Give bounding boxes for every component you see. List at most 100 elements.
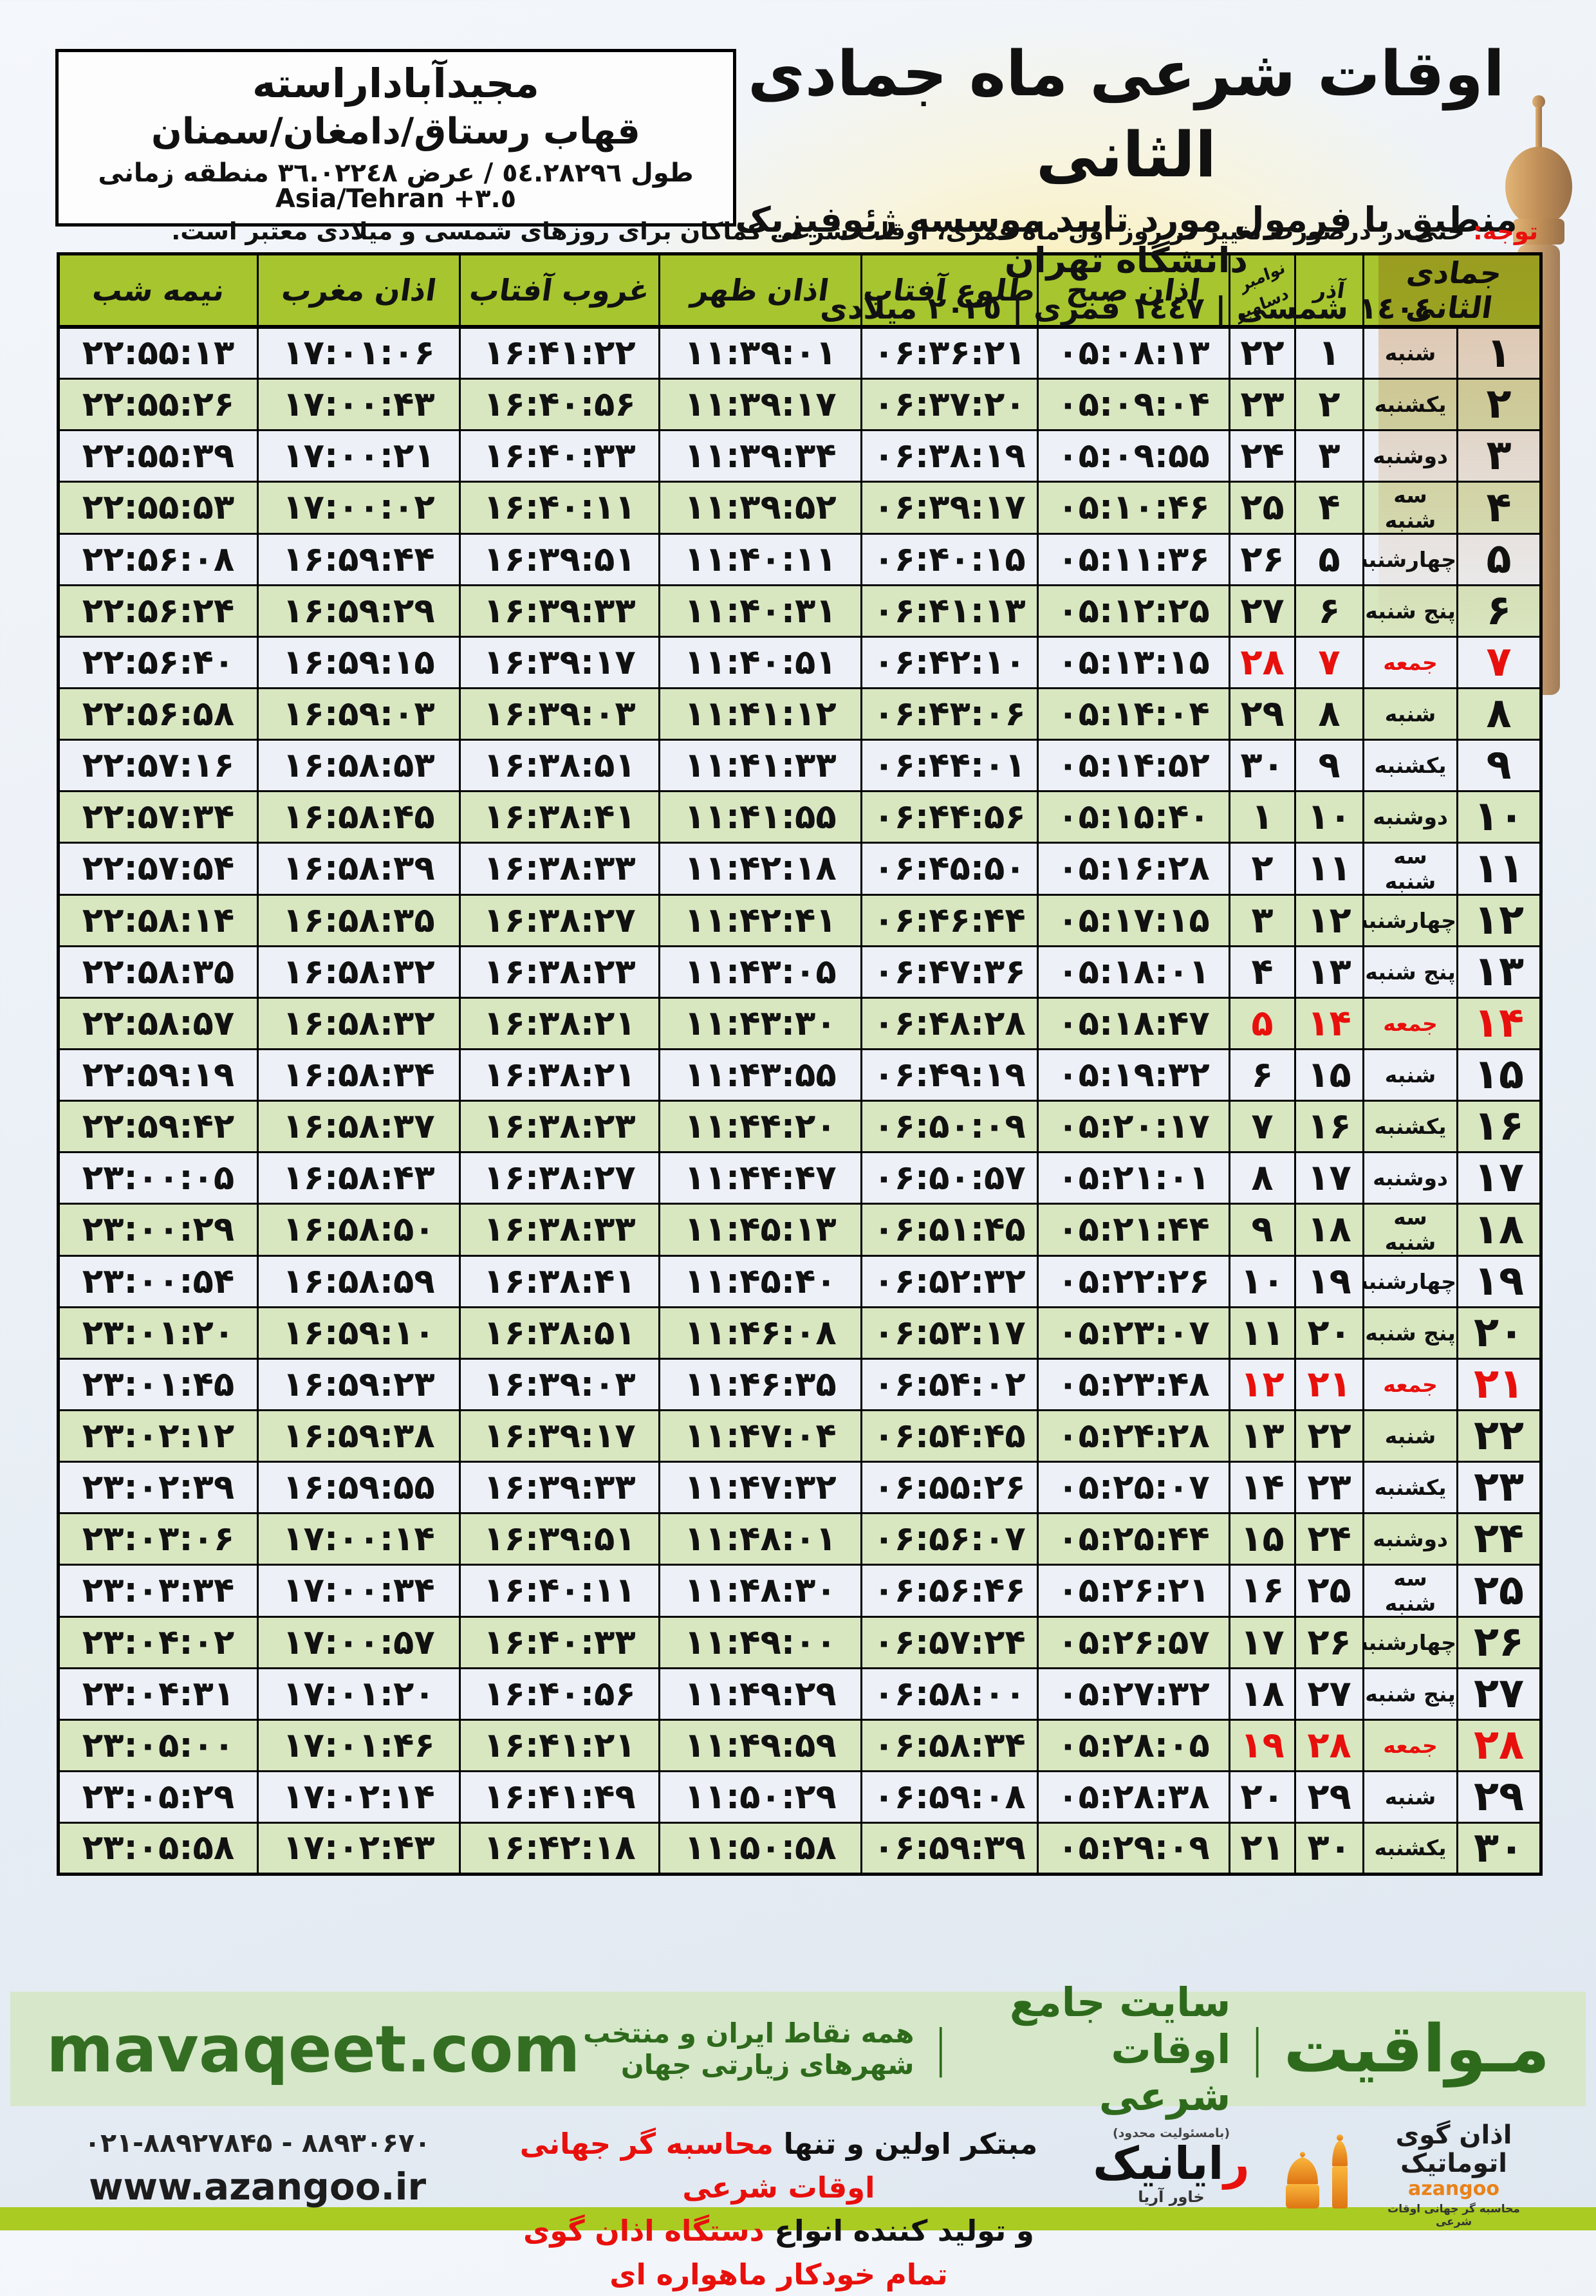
- cell-ghorub: ۱۶:۳۸:۲۱: [459, 996, 660, 1050]
- cell-sobh: ۰۵:۱۸:۰۱: [1037, 945, 1230, 999]
- cell-sobh: ۰۵:۱۷:۱۵: [1037, 893, 1230, 947]
- cell-nime: ۲۲:۵۵:۱۳: [57, 326, 259, 380]
- cell-sobh: ۰۵:۲۶:۲۱: [1037, 1563, 1230, 1618]
- cell-sobh: ۰۵:۱۴:۵۲: [1037, 738, 1230, 792]
- cell-day: ۱۴: [1456, 996, 1543, 1050]
- cell-weekday: پنج شنبه: [1362, 1667, 1459, 1721]
- cell-day: ۲۹: [1456, 1770, 1543, 1824]
- cell-sobh: ۰۵:۲۲:۲۶: [1037, 1254, 1230, 1308]
- cell-day: ۲۶: [1456, 1615, 1543, 1669]
- cell-maghreb: ۱۶:۵۹:۱۰: [257, 1306, 461, 1360]
- table-row: ۲ یکشنبه ۲ ۲۳ ۰۵:۰۹:۰۴ ۰۶:۳۷:۲۰ ۱۱:۳۹:۱۷ ۱۶:۴۰:…: [57, 377, 1543, 431]
- cell-azar: ۱: [1294, 326, 1364, 380]
- cell-ghorub: ۱۶:۴۰:۳۳: [459, 1615, 660, 1669]
- calendar-years: ١٤٠٤ شمسی | ١٤٤٧ قمری | ٢٠٢٥ میلادی: [819, 291, 1433, 327]
- cell-weekday: شنبه: [1362, 1770, 1459, 1824]
- cell-azar: ۶: [1294, 584, 1364, 638]
- table-row: ۲۴ دوشنبه ۲۴ ۱۵ ۰۵:۲۵:۴۴ ۰۶:۵۶:۰۷ ۱۱:۴۸:۰۱ ۱۶:۳…: [57, 1512, 1543, 1566]
- notice-label: توجه:: [1473, 218, 1538, 245]
- page-subtitle: منطبق با فرمول مورد تایید موسسه ژئوفیزیک…: [735, 199, 1517, 281]
- cell-nime: ۲۲:۵۹:۴۲: [57, 1099, 259, 1153]
- cell-maghreb: ۱۷:۰۲:۱۴: [257, 1770, 461, 1824]
- mavaqeet-url-link[interactable]: mavaqeet.com: [46, 2011, 580, 2087]
- footer-tagline: مبتکر اولین و تنها محاسبه گر جهانی اوقات…: [489, 2122, 1068, 2296]
- location-coords-text: طول ٥٤.٢٨٢٩٦ / عرض ٣٦.٠٢٢٤٨ منطقه زمانی: [98, 158, 694, 188]
- cell-maghreb: ۱۷:۰۱:۴۶: [257, 1718, 461, 1772]
- cell-zohr: ۱۱:۴۹:۰۰: [658, 1615, 862, 1669]
- cell-weekday: سه شنبه: [1362, 1563, 1459, 1618]
- cell-tolu: ۰۶:۴۴:۰۱: [860, 738, 1039, 792]
- cell-azar: ۵: [1294, 532, 1364, 586]
- cell-sobh: ۰۵:۱۴:۰۴: [1037, 687, 1230, 741]
- cell-sobh: ۰۵:۲۷:۳۲: [1037, 1667, 1230, 1721]
- cell-weekday: یکشنبه: [1362, 1821, 1459, 1875]
- cell-ghorub: ۱۶:۴۰:۳۳: [459, 429, 660, 483]
- cell-weekday: دوشنبه: [1362, 429, 1459, 483]
- cell-day: ۳: [1456, 429, 1543, 483]
- cell-zohr: ۱۱:۵۰:۲۹: [658, 1770, 862, 1824]
- cell-maghreb: ۱۶:۵۸:۳۹: [257, 841, 461, 896]
- cell-zohr: ۱۱:۴۹:۲۹: [658, 1667, 862, 1721]
- cell-maghreb: ۱۶:۵۹:۲۳: [257, 1357, 461, 1411]
- cell-miladi: ۱۵: [1229, 1512, 1296, 1566]
- cell-ghorub: ۱۶:۳۸:۳۳: [459, 1202, 660, 1257]
- table-row: ۱۶ یکشنبه ۱۶ ۷ ۰۵:۲۰:۱۷ ۰۶:۵۰:۰۹ ۱۱:۴۴:۲۰ ۱۶:۳۸…: [57, 1099, 1543, 1153]
- footer: ۰۲۱-۸۸۹۲۷۸۴۵ - ۸۸۹۳۰۶۷۰ www.azangoo.ir م…: [0, 2121, 1596, 2291]
- cell-zohr: ۱۱:۴۴:۴۷: [658, 1151, 862, 1205]
- cell-ghorub: ۱۶:۳۹:۰۳: [459, 687, 660, 741]
- cell-nime: ۲۲:۵۶:۲۴: [57, 584, 259, 638]
- cell-zohr: ۱۱:۴۰:۵۱: [658, 635, 862, 689]
- tagline-line2-black: و تولید کننده انواع: [764, 2214, 1034, 2248]
- cell-nime: ۲۳:۰۰:۰۵: [57, 1151, 259, 1205]
- cell-weekday: چهارشنبه: [1362, 1615, 1459, 1669]
- cell-sobh: ۰۵:۱۳:۱۵: [1037, 635, 1230, 689]
- cell-maghreb: ۱۷:۰۱:۲۰: [257, 1667, 461, 1721]
- cell-weekday: جمعه: [1362, 635, 1459, 689]
- azangoo-url-link[interactable]: www.azangoo.ir: [88, 2165, 427, 2208]
- bottom-strip: [0, 2207, 1596, 2230]
- cell-tolu: ۰۶:۴۱:۱۳: [860, 584, 1039, 638]
- cell-tolu: ۰۶:۳۸:۱۹: [860, 429, 1039, 483]
- cell-azar: ۲۰: [1294, 1306, 1364, 1360]
- cell-azar: ۲۱: [1294, 1357, 1364, 1411]
- rayanik-logo: (بامسئولیت محدود) رایانیک خاور آریا: [1081, 2126, 1261, 2206]
- cell-weekday: شنبه: [1362, 1048, 1459, 1102]
- cell-zohr: ۱۱:۴۳:۳۰: [658, 996, 862, 1050]
- cell-nime: ۲۲:۵۷:۳۴: [57, 790, 259, 844]
- cell-nime: ۲۲:۵۸:۵۷: [57, 996, 259, 1050]
- header-jamadi-al-thani: جمادی الثانی: [1362, 253, 1543, 329]
- cell-day: ۷: [1456, 635, 1543, 689]
- header-noon-adhan: اذان ظهر: [658, 253, 862, 329]
- cell-ghorub: ۱۶:۳۸:۵۱: [459, 738, 660, 792]
- cell-nime: ۲۲:۵۵:۵۳: [57, 480, 259, 535]
- mavaqeet-banner: مـواقیت | سایت جامع اوقات شرعی | همه نقا…: [10, 1979, 1586, 2120]
- cell-tolu: ۰۶:۴۶:۴۴: [860, 893, 1039, 947]
- cell-azar: ۱۰: [1294, 790, 1364, 844]
- cell-sobh: ۰۵:۲۳:۰۷: [1037, 1306, 1230, 1360]
- cell-weekday: پنج شنبه: [1362, 584, 1459, 638]
- cell-sobh: ۰۵:۱۰:۴۶: [1037, 480, 1230, 535]
- azangoo-text-block: اذان گوی اتوماتیک azangoo محاسبه گر جهان…: [1369, 2121, 1538, 2228]
- cell-azar: ۲۵: [1294, 1563, 1364, 1618]
- cell-zohr: ۱۱:۴۹:۵۹: [658, 1718, 862, 1772]
- cell-sobh: ۰۵:۱۹:۳۲: [1037, 1048, 1230, 1102]
- cell-tolu: ۰۶:۵۹:۳۹: [860, 1821, 1039, 1875]
- cell-sobh: ۰۵:۱۵:۴۰: [1037, 790, 1230, 844]
- table-row: ۵ چهارشنبه ۵ ۲۶ ۰۵:۱۱:۳۶ ۰۶:۴۰:۱۵ ۱۱:۴۰:۱۱ ۱۶:۳…: [57, 532, 1543, 586]
- cell-nime: ۲۲:۵۶:۰۸: [57, 532, 259, 586]
- cell-weekday: دوشنبه: [1362, 790, 1459, 844]
- cell-miladi: ۲۲: [1229, 326, 1296, 380]
- cell-tolu: ۰۶:۵۶:۰۷: [860, 1512, 1039, 1566]
- cell-nime: ۲۳:۰۰:۵۴: [57, 1254, 259, 1308]
- cell-day: ۲: [1456, 377, 1543, 431]
- title-block: اوقات شرعی ماه جمادی الثانی منطبق با فرم…: [734, 33, 1519, 326]
- cell-nime: ۲۳:۰۰:۲۹: [57, 1202, 259, 1257]
- table-row: ۲۱ جمعه ۲۱ ۱۲ ۰۵:۲۳:۴۸ ۰۶:۵۴:۰۲ ۱۱:۴۶:۳۵ ۱۶:۳۹:…: [57, 1357, 1543, 1411]
- cell-zohr: ۱۱:۴۸:۳۰: [658, 1563, 862, 1618]
- cell-azar: ۱۹: [1294, 1254, 1364, 1308]
- cell-maghreb: ۱۶:۵۹:۳۸: [257, 1409, 461, 1463]
- cell-azar: ۲۲: [1294, 1409, 1364, 1463]
- cell-tolu: ۰۶:۵۳:۱۷: [860, 1306, 1039, 1360]
- cell-maghreb: ۱۶:۵۸:۳۴: [257, 1048, 461, 1102]
- cell-tolu: ۰۶:۵۰:۵۷: [860, 1151, 1039, 1205]
